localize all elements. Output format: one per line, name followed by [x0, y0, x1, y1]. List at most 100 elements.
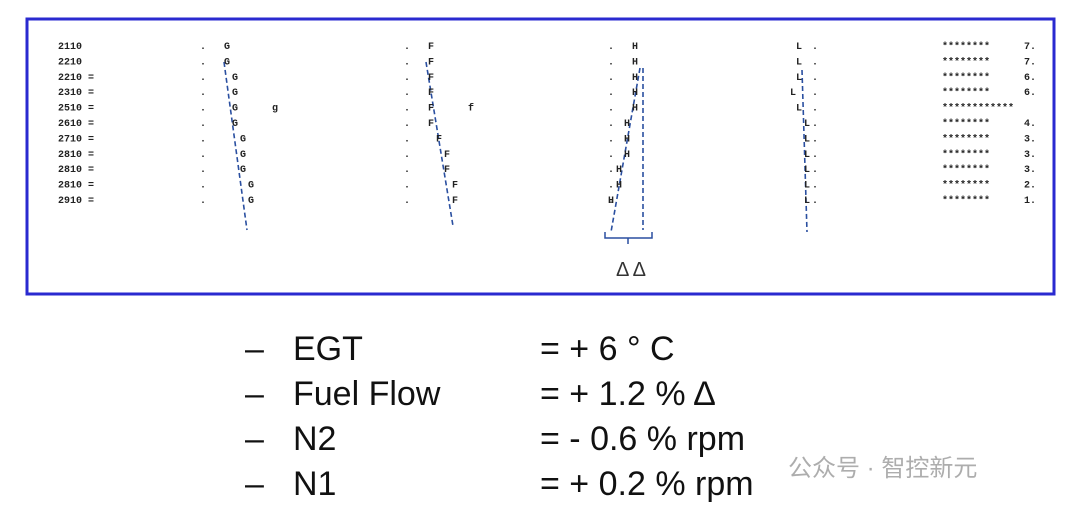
plot-letter: G: [248, 181, 254, 192]
dot: .: [812, 165, 818, 176]
plot-letter: G: [224, 42, 230, 53]
row-number: 6.: [1024, 73, 1036, 84]
plot-letter: H: [616, 165, 622, 176]
plot-letter: G: [240, 134, 246, 145]
star-bar: ********: [942, 87, 990, 99]
plot-letter: F: [428, 42, 434, 53]
dot: .: [200, 150, 206, 161]
dot: .: [608, 73, 614, 84]
plot-letter: L: [790, 88, 796, 99]
dot: .: [404, 134, 410, 145]
dot: .: [200, 196, 206, 207]
dot: .: [812, 88, 818, 99]
row-number: 3.: [1024, 134, 1036, 145]
list-dash: –: [245, 465, 264, 503]
dot: .: [608, 42, 614, 53]
plot-letter: F: [444, 165, 450, 176]
plot-letter: G: [232, 104, 238, 115]
list-value: = + 6 ° C: [540, 330, 675, 368]
trend-line: [223, 61, 248, 231]
row-label: 2610 =: [58, 119, 94, 130]
plot-letter: L: [796, 42, 802, 53]
list-dash: –: [245, 375, 264, 413]
dot: .: [608, 57, 614, 68]
dot: .: [200, 42, 206, 53]
row-label: 2310 =: [58, 88, 94, 99]
plot-letter: H: [616, 181, 622, 192]
row-label: 2810 =: [58, 181, 94, 192]
plot-letter: L: [796, 104, 802, 115]
bracket: [604, 232, 653, 244]
plot-letter: H: [608, 196, 614, 207]
plot-letter: L: [796, 57, 802, 68]
dot: .: [404, 181, 410, 192]
star-bar: ********: [942, 195, 990, 207]
plot-letter: H: [632, 57, 638, 68]
dot: .: [608, 104, 614, 115]
trend-line: [610, 67, 641, 233]
dot: .: [812, 42, 818, 53]
row-number: 6.: [1024, 88, 1036, 99]
dot: .: [608, 165, 614, 176]
plot-letter: L: [804, 181, 810, 192]
plot-letter: G: [232, 88, 238, 99]
plot-letter: L: [804, 150, 810, 161]
plot-letter: F: [428, 57, 434, 68]
dot: .: [404, 119, 410, 130]
dot: .: [812, 181, 818, 192]
plot-letter: H: [632, 73, 638, 84]
star-bar: ********: [942, 133, 990, 145]
row-number: 3.: [1024, 150, 1036, 161]
dot: .: [404, 42, 410, 53]
plot-frame: [25, 17, 1056, 296]
trend-line: [425, 61, 454, 227]
plot-letter: G: [232, 119, 238, 130]
plot-letter: L: [804, 165, 810, 176]
row-number: 7.: [1024, 42, 1036, 53]
dot: .: [200, 181, 206, 192]
dot: .: [200, 57, 206, 68]
row-label: 2210: [58, 57, 82, 68]
star-bar: ********: [942, 164, 990, 176]
trend-line: [801, 69, 808, 233]
star-bar: ********: [942, 41, 990, 53]
star-bar: ********: [942, 72, 990, 84]
plot-letter: f: [468, 103, 474, 115]
row-number: 7.: [1024, 57, 1036, 68]
plot-letter: g: [272, 104, 278, 115]
plot-letter: G: [240, 165, 246, 176]
plot-letter: G: [248, 196, 254, 207]
dot: .: [812, 150, 818, 161]
dot: .: [812, 119, 818, 130]
dot: .: [404, 88, 410, 99]
plot-letter: H: [624, 134, 630, 145]
dot: .: [812, 104, 818, 115]
plot-letter: L: [796, 73, 802, 84]
plot-letter: H: [632, 42, 638, 53]
plot-letter: H: [632, 104, 638, 115]
row-number: 3.: [1024, 165, 1036, 176]
plot-letter: F: [428, 73, 434, 84]
dot: .: [812, 196, 818, 207]
delta-label: Δ Δ: [616, 259, 646, 281]
row-label: 2810 =: [58, 165, 94, 176]
row-label: 2110: [58, 42, 82, 53]
dot: .: [812, 57, 818, 68]
dot: .: [608, 196, 614, 207]
dot: .: [608, 134, 614, 145]
watermark: 公众号 · 智控新元: [788, 455, 977, 482]
row-label: 2210 =: [58, 73, 94, 84]
plot-letter: G: [240, 150, 246, 161]
dot: .: [404, 196, 410, 207]
list-name: N1: [293, 465, 336, 503]
dot: .: [200, 104, 206, 115]
plot-letter: H: [632, 88, 638, 99]
dot: .: [812, 73, 818, 84]
plot-letter: G: [224, 57, 230, 68]
list-name: Fuel Flow: [293, 375, 441, 413]
dot: .: [200, 165, 206, 176]
plot-letter: H: [624, 119, 630, 130]
plot-letter: F: [452, 196, 458, 207]
plot-letter: L: [804, 119, 810, 130]
list-name: N2: [293, 420, 336, 458]
